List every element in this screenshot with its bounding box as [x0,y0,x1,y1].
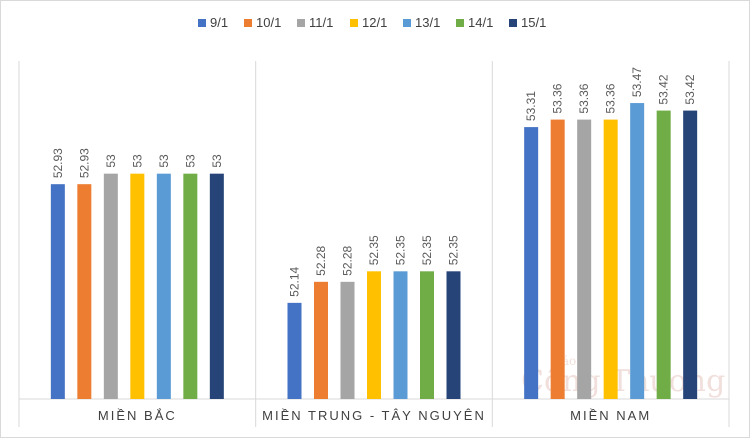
bar-mien-nam-15-1 [683,110,698,399]
bar-mien-bac-12-1 [130,173,145,399]
value-label-mien-bac-10-1: 52.93 [77,148,91,178]
value-label-mien-trung-tay-nguyen-15-1: 52.35 [447,235,461,265]
value-label-mien-bac-9-1: 52.93 [51,148,65,178]
bar-mien-trung-tay-nguyen-10-1 [314,281,328,399]
legend-swatch-15-1 [509,19,517,27]
chart-value-labels: 52.93 52.93 53 53 53 53 53 52.14 52.28 52.28 52.35… [51,67,697,297]
value-label-mien-nam-11-1: 53.36 [577,83,591,113]
bar-mien-trung-tay-nguyen-13-1 [393,271,408,399]
bar-mien-bac-10-1 [77,184,92,399]
value-label-mien-trung-tay-nguyen-12-1: 52.35 [367,235,381,265]
legend-swatch-10-1 [244,19,252,27]
legend-swatch-11-1 [297,19,305,27]
legend-label-11-1: 11/1 [309,15,333,30]
bar-mien-bac-9-1 [50,184,65,399]
legend-label-12-1: 12/1 [362,15,387,30]
legend-label-9-1: 9/1 [210,15,228,30]
legend-swatch-14-1 [456,19,464,27]
bar-mien-bac-11-1 [103,173,118,399]
legend-swatch-9-1 [198,19,206,27]
bar-mien-bac-14-1 [183,173,198,399]
bar-mien-nam-13-1 [630,103,645,399]
category-label-mien-trung-tay-nguyen: MIỀN TRUNG - TÂY NGUYÊN [262,408,486,423]
value-label-mien-nam-14-1: 53.42 [657,74,671,104]
bar-mien-nam-9-1 [524,127,539,399]
bar-mien-trung-tay-nguyen-14-1 [420,271,434,399]
value-label-mien-bac-14-1: 53 [183,154,197,168]
value-label-mien-trung-tay-nguyen-11-1: 52.28 [341,245,355,275]
value-label-mien-nam-12-1: 53.36 [604,83,618,113]
value-label-mien-nam-9-1: 53.31 [524,91,538,121]
value-label-mien-bac-13-1: 53 [157,154,171,168]
bar-mien-trung-tay-nguyen-12-1 [367,271,381,399]
legend-swatch-12-1 [350,19,358,27]
value-label-mien-trung-tay-nguyen-13-1: 52.35 [394,235,408,265]
legend-label-13-1: 13/1 [415,15,440,30]
value-label-mien-bac-12-1: 53 [130,154,144,168]
bar-mien-nam-14-1 [656,110,671,399]
legend-label-15-1: 15/1 [521,15,546,30]
legend-swatch-13-1 [403,19,411,27]
value-label-mien-nam-10-1: 53.36 [551,83,565,113]
value-label-mien-trung-tay-nguyen-14-1: 52.35 [420,235,434,265]
value-label-mien-bac-15-1: 53 [210,154,224,168]
chart-legend: 9/1 10/1 11/1 12/1 13/1 14/1 15/1 [198,15,546,30]
bar-mien-bac-13-1 [156,173,171,399]
value-label-mien-trung-tay-nguyen-9-1: 52.14 [288,267,302,297]
value-label-mien-bac-11-1: 53 [104,154,118,168]
value-label-mien-nam-13-1: 53.47 [630,67,644,97]
chart-bars [50,103,698,399]
legend-label-14-1: 14/1 [468,15,493,30]
bar-mien-trung-tay-nguyen-15-1 [446,271,461,399]
category-label-mien-nam: MIỀN NAM [570,408,651,423]
bar-mien-trung-tay-nguyen-11-1 [340,281,355,399]
value-label-mien-nam-15-1: 53.42 [683,74,697,104]
chart-category-labels: MIỀN BẮC MIỀN TRUNG - TÂY NGUYÊN MIỀN NAM [98,408,651,423]
bar-mien-bac-15-1 [209,173,224,399]
bar-mien-nam-12-1 [603,119,618,399]
category-label-mien-bac: MIỀN BẮC [98,408,177,423]
bar-mien-nam-10-1 [550,119,565,399]
bar-mien-trung-tay-nguyen-9-1 [287,302,302,399]
legend-label-10-1: 10/1 [256,15,281,30]
bar-mien-nam-11-1 [577,119,592,399]
value-label-mien-trung-tay-nguyen-10-1: 52.28 [314,245,328,275]
